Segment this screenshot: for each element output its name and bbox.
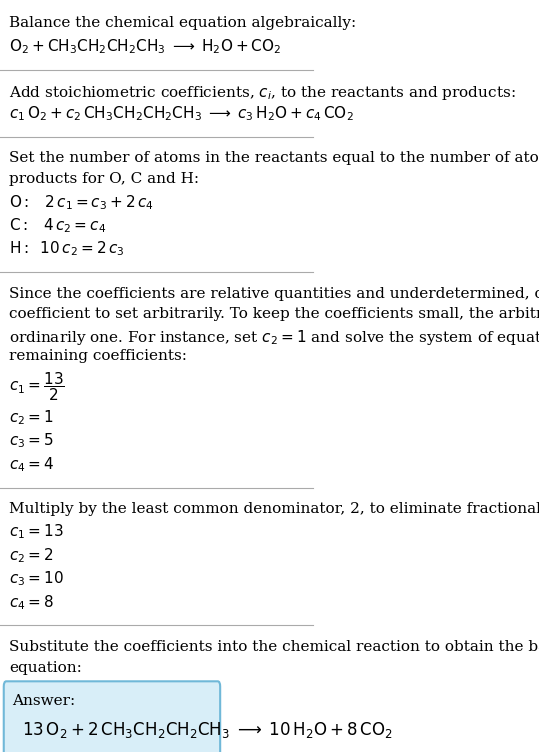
Text: $c_4 = 8$: $c_4 = 8$ [9, 593, 54, 611]
Text: $c_1 = 13$: $c_1 = 13$ [9, 523, 64, 541]
Text: Add stoichiometric coefficients, $c_i$, to the reactants and products:: Add stoichiometric coefficients, $c_i$, … [9, 83, 516, 102]
Text: $13\,\mathrm{O_2} + 2\,\mathrm{CH_3CH_2CH_2CH_3} \;\longrightarrow\; 10\,\mathrm: $13\,\mathrm{O_2} + 2\,\mathrm{CH_3CH_2C… [22, 720, 393, 740]
Text: $c_3 = 10$: $c_3 = 10$ [9, 569, 64, 588]
Text: ordinarily one. For instance, set $c_2 = 1$ and solve the system of equations fo: ordinarily one. For instance, set $c_2 =… [9, 328, 539, 347]
Text: products for O, C and H:: products for O, C and H: [9, 172, 199, 186]
Text: $c_1 = \dfrac{13}{2}$: $c_1 = \dfrac{13}{2}$ [9, 370, 65, 402]
Text: Set the number of atoms in the reactants equal to the number of atoms in the: Set the number of atoms in the reactants… [9, 151, 539, 165]
Text: $c_1\,\mathrm{O_2} + c_2\,\mathrm{CH_3CH_2CH_2CH_3} \;\longrightarrow\; c_3\,\ma: $c_1\,\mathrm{O_2} + c_2\,\mathrm{CH_3CH… [9, 105, 354, 123]
Text: $c_3 = 5$: $c_3 = 5$ [9, 432, 54, 450]
Text: Multiply by the least common denominator, 2, to eliminate fractional coefficient: Multiply by the least common denominator… [9, 502, 539, 516]
Text: coefficient to set arbitrarily. To keep the coefficients small, the arbitrary va: coefficient to set arbitrarily. To keep … [9, 308, 539, 321]
Text: Substitute the coefficients into the chemical reaction to obtain the balanced: Substitute the coefficients into the che… [9, 640, 539, 653]
Text: equation:: equation: [9, 660, 82, 675]
Text: remaining coefficients:: remaining coefficients: [9, 349, 188, 363]
Text: $c_2 = 1$: $c_2 = 1$ [9, 408, 54, 427]
Text: Balance the chemical equation algebraically:: Balance the chemical equation algebraica… [9, 17, 357, 30]
FancyBboxPatch shape [4, 681, 220, 752]
Text: $\mathrm{C:}\;\;\; 4\,c_2 = c_4$: $\mathrm{C:}\;\;\; 4\,c_2 = c_4$ [9, 217, 107, 235]
Text: $\mathrm{O_2 + CH_3CH_2CH_2CH_3 \;\longrightarrow\; H_2O + CO_2}$: $\mathrm{O_2 + CH_3CH_2CH_2CH_3 \;\longr… [9, 37, 282, 56]
Text: $c_4 = 4$: $c_4 = 4$ [9, 455, 54, 474]
Text: $\mathrm{O:}\;\;\; 2\,c_1 = c_3 + 2\,c_4$: $\mathrm{O:}\;\;\; 2\,c_1 = c_3 + 2\,c_4… [9, 193, 154, 212]
Text: Since the coefficients are relative quantities and underdetermined, choose a: Since the coefficients are relative quan… [9, 287, 539, 301]
Text: Answer:: Answer: [12, 694, 76, 708]
Text: $\mathrm{H:}\;\; 10\,c_2 = 2\,c_3$: $\mathrm{H:}\;\; 10\,c_2 = 2\,c_3$ [9, 240, 125, 259]
Text: $c_2 = 2$: $c_2 = 2$ [9, 546, 54, 565]
